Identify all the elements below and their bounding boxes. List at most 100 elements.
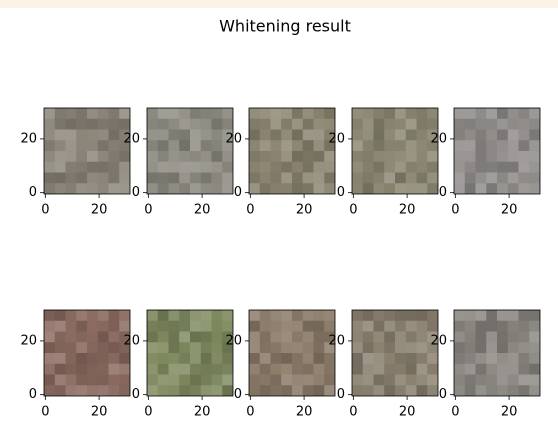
image-texture — [87, 108, 98, 119]
image-texture — [119, 161, 130, 173]
image-texture — [222, 310, 233, 321]
image-texture — [362, 374, 374, 386]
image-texture — [249, 331, 260, 343]
image-texture — [212, 353, 223, 364]
image-texture — [168, 108, 180, 119]
image-texture — [324, 374, 335, 386]
image-texture — [384, 108, 395, 119]
image-texture — [190, 183, 201, 194]
x-tick-label: 0 — [349, 203, 357, 218]
image-texture — [475, 129, 487, 141]
image-texture — [87, 321, 98, 332]
image-texture — [65, 129, 77, 141]
image-texture — [158, 353, 169, 364]
image-texture — [427, 118, 438, 130]
image-texture — [270, 129, 282, 141]
image-texture — [249, 374, 260, 386]
image-texture — [259, 342, 271, 353]
image-texture — [292, 172, 303, 184]
image-texture — [169, 119, 180, 130]
image-texture — [97, 374, 109, 386]
image-texture — [486, 353, 497, 364]
image-texture — [362, 310, 374, 321]
image-texture — [519, 119, 530, 130]
image-texture — [108, 140, 120, 151]
image-texture — [427, 172, 438, 184]
image-texture — [109, 385, 120, 396]
image-texture — [98, 173, 109, 184]
image-texture — [417, 321, 428, 332]
image-texture — [76, 151, 87, 162]
image-texture — [108, 161, 120, 173]
image-texture — [200, 385, 212, 396]
image-texture — [475, 172, 487, 184]
image-texture — [313, 129, 325, 141]
image-texture — [271, 183, 282, 194]
image-texture — [44, 118, 55, 130]
image-texture — [190, 151, 201, 162]
image-texture — [260, 130, 271, 141]
image-texture — [324, 140, 335, 151]
image-texture — [200, 172, 212, 184]
image-texture — [44, 374, 55, 386]
axes-frame — [248, 107, 336, 195]
y-tick-label: 20 — [225, 131, 242, 146]
image-texture — [270, 118, 282, 130]
image-texture — [454, 342, 465, 353]
image-texture — [486, 310, 497, 321]
image-texture — [179, 118, 190, 130]
image-texture — [292, 118, 303, 130]
image-texture — [200, 353, 212, 364]
y-tick-label: 0 — [234, 185, 242, 200]
image-texture — [416, 342, 428, 353]
x-tick-label: 20 — [296, 203, 313, 218]
image-texture — [157, 320, 169, 332]
image-texture — [54, 385, 66, 396]
image-texture — [87, 353, 98, 364]
image-texture — [158, 151, 169, 162]
image-texture — [405, 385, 417, 396]
image-texture — [147, 310, 158, 321]
image-texture — [200, 331, 212, 343]
image-texture — [464, 363, 476, 375]
image-texture — [270, 374, 282, 386]
image-texture — [497, 353, 508, 364]
y-tick-label: 20 — [20, 333, 37, 348]
image-texture — [486, 151, 497, 162]
image-texture — [464, 183, 476, 194]
image-texture — [190, 342, 201, 353]
image-texture — [497, 108, 508, 119]
image-texture — [416, 310, 428, 321]
image-texture — [324, 108, 335, 119]
image-texture — [405, 151, 417, 162]
image-texture — [54, 320, 66, 332]
image-texture — [54, 108, 66, 119]
image — [147, 310, 233, 396]
image-texture — [200, 151, 212, 162]
image-texture — [324, 385, 335, 396]
image-texture — [119, 331, 130, 343]
image-texture — [292, 129, 303, 141]
image-texture — [44, 129, 55, 141]
image-texture — [352, 140, 363, 151]
x-tick-label: 20 — [501, 405, 518, 420]
image-texture — [66, 310, 77, 321]
image-texture — [87, 363, 98, 375]
image-texture — [55, 140, 66, 151]
image-texture — [352, 385, 363, 396]
image-texture — [119, 129, 130, 141]
image-texture — [302, 331, 314, 343]
x-tick-label: 0 — [451, 203, 459, 218]
image-texture — [395, 374, 406, 386]
image-texture — [292, 183, 303, 194]
image-texture — [65, 140, 77, 151]
image-texture — [281, 151, 292, 162]
image-texture — [464, 172, 476, 184]
image — [454, 310, 540, 396]
image — [44, 108, 130, 194]
image-texture — [302, 320, 314, 332]
image-texture — [249, 320, 260, 332]
image-texture — [108, 108, 120, 119]
image-texture — [362, 129, 374, 141]
image-texture — [179, 140, 190, 151]
